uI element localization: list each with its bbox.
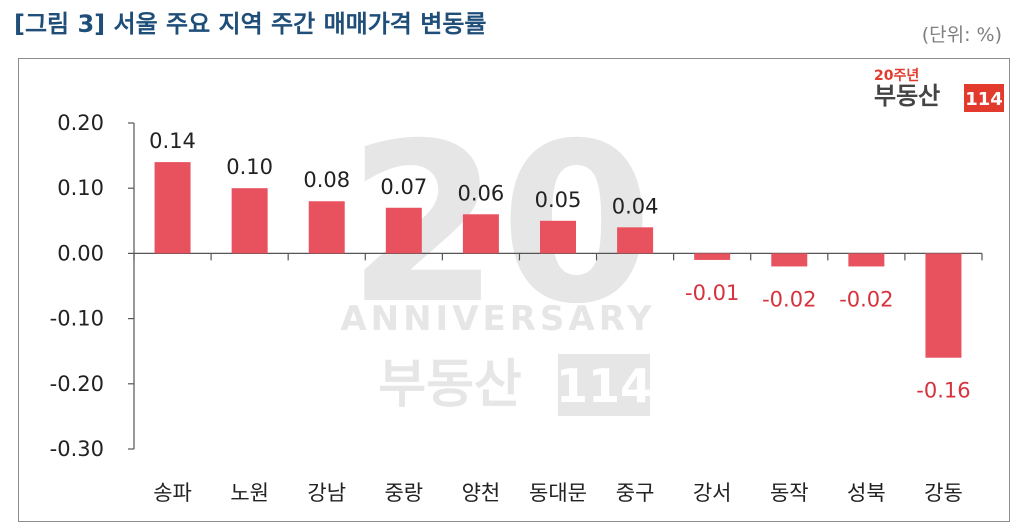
watermark-box — [558, 354, 650, 416]
y-tick-label: 0.20 — [57, 111, 104, 135]
category-label: 동작 — [770, 481, 809, 505]
value-label: 0.06 — [458, 181, 505, 205]
value-label: 0.05 — [535, 188, 582, 212]
bar-동대문 — [540, 220, 576, 254]
bar-노원 — [231, 188, 268, 254]
category-label: 동대문 — [529, 481, 587, 505]
category-label: 강남 — [307, 481, 346, 505]
bar-강남 — [308, 201, 345, 254]
y-tick-label: -0.20 — [50, 372, 104, 396]
bar-중구 — [617, 227, 654, 254]
logo-number: 114 — [965, 89, 1003, 110]
unit-label: (단위: %) — [921, 24, 1002, 46]
category-label: 중구 — [616, 481, 655, 505]
watermark: 20 ANNIVERSARY 부동산 114 — [340, 96, 655, 416]
value-label: 0.04 — [612, 194, 659, 218]
y-tick-label: -0.10 — [50, 307, 104, 331]
logo-top: 20주년 — [874, 68, 919, 84]
chart-frame — [18, 58, 1010, 522]
bar-송파 — [154, 162, 191, 254]
category-label: 노원 — [230, 481, 269, 505]
value-label: -0.02 — [762, 287, 816, 311]
bar-강서 — [694, 253, 731, 260]
bar-동작 — [771, 253, 808, 267]
value-labels: 0.14 0.10 0.08 0.07 0.06 0.05 0.04 -0.01 -0.02 -0… — [149, 129, 970, 403]
value-label: -0.16 — [916, 379, 970, 403]
category-label: 중랑 — [384, 481, 423, 505]
watermark-word: ANNIVERSARY — [340, 299, 655, 339]
y-tick-label: 0.00 — [57, 241, 104, 265]
bar-양천 — [462, 214, 499, 254]
value-label: 0.07 — [380, 175, 427, 199]
category-label: 성북 — [847, 481, 886, 505]
y-tick-label: -0.30 — [50, 437, 104, 461]
value-label: -0.01 — [685, 281, 739, 305]
category-label: 강서 — [693, 481, 732, 505]
value-label: -0.02 — [839, 287, 893, 311]
category-label: 송파 — [153, 481, 192, 505]
watermark-name: 부동산 — [378, 355, 522, 415]
bars — [154, 162, 962, 358]
logo-box — [964, 84, 1004, 112]
y-tick-label: 0.10 — [57, 176, 104, 200]
category-label: 양천 — [462, 481, 501, 505]
logo-name: 부동산 — [874, 82, 940, 110]
bar-중랑 — [385, 207, 422, 254]
bar-성북 — [848, 253, 885, 267]
axes: 0.20 0.10 0.00 -0.10 -0.20 -0.30 — [50, 111, 983, 461]
bar-강동 — [925, 253, 962, 358]
value-label: 0.14 — [149, 129, 196, 153]
category-label: 강동 — [924, 481, 963, 505]
chart-title: [그림 3] 서울 주요 지역 주간 매매가격 변동률 — [14, 10, 487, 38]
value-label: 0.10 — [226, 155, 273, 179]
category-labels: 송파 노원 강남 중랑 양천 동대문 중구 강서 동작 성북 강동 — [153, 481, 963, 505]
logo: 20주년 부동산 114 — [874, 68, 1004, 112]
value-label: 0.08 — [303, 168, 350, 192]
watermark-box-number: 114 — [556, 359, 652, 413]
